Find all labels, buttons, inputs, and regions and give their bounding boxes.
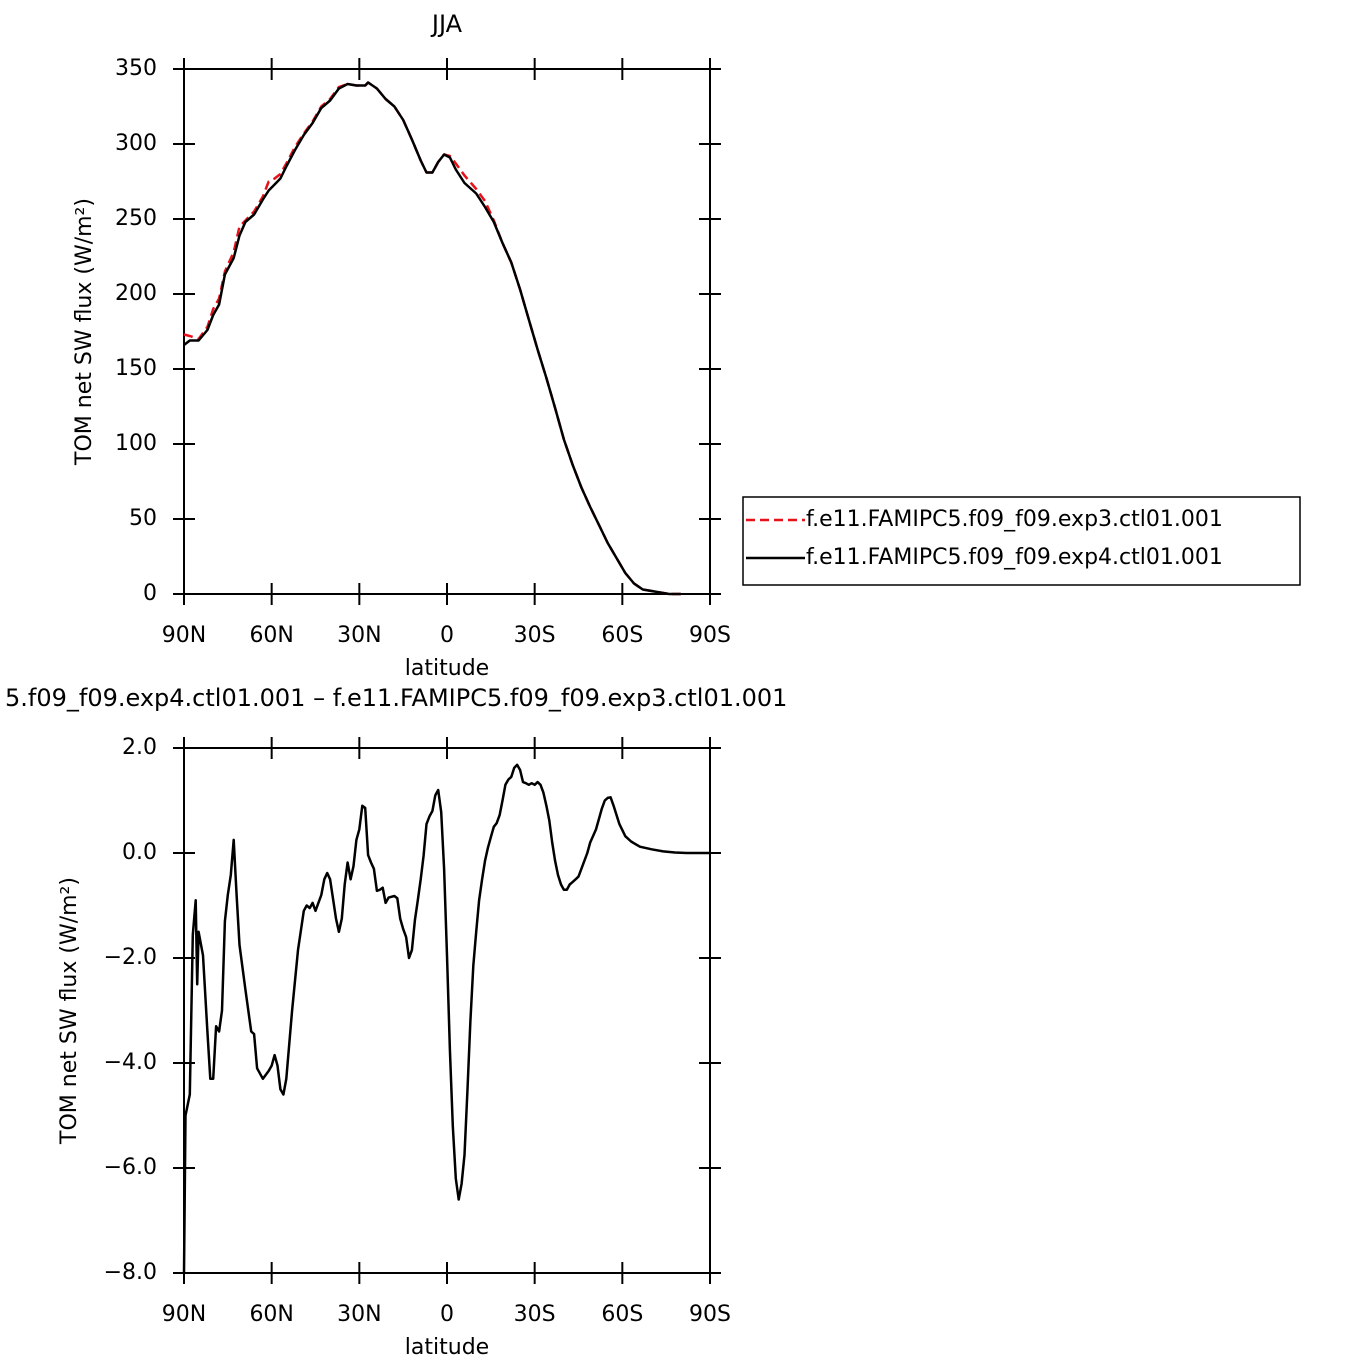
x-tick-label: 90S xyxy=(689,623,731,648)
x-axis-label: latitude xyxy=(405,1335,489,1360)
x-tick-label: 0 xyxy=(440,623,454,648)
x-tick-label: 30N xyxy=(337,1302,381,1327)
x-tick-label: 60S xyxy=(601,623,643,648)
y-tick-label: 50 xyxy=(129,506,157,531)
x-tick-label: 60S xyxy=(601,1302,643,1327)
y-tick-label: 0 xyxy=(143,581,157,606)
x-tick-label: 30N xyxy=(337,623,381,648)
y-tick-label: 250 xyxy=(115,206,157,231)
y-tick-label: 150 xyxy=(115,356,157,381)
y-tick-label: −6.0 xyxy=(104,1155,157,1180)
data-line xyxy=(182,763,710,1274)
y-tick-label: 350 xyxy=(115,56,157,81)
x-tick-label: 90N xyxy=(162,1302,206,1327)
legend-box xyxy=(742,496,1301,586)
legend-label: f.e11.FAMIPC5.f09_f09.exp4.ctl01.001 xyxy=(806,545,1223,570)
x-axis-label: latitude xyxy=(405,656,489,681)
y-tick-label: 2.0 xyxy=(122,735,157,760)
chart-title: JJA xyxy=(430,10,463,38)
x-tick-label: 60N xyxy=(249,623,293,648)
x-tick-label: 0 xyxy=(440,1302,454,1327)
data-line xyxy=(183,81,681,596)
plot-frame xyxy=(183,68,711,595)
x-tick-label: 90S xyxy=(689,1302,731,1327)
y-tick-label: 200 xyxy=(115,281,157,306)
x-tick-label: 30S xyxy=(514,623,556,648)
y-tick-label: 0.0 xyxy=(122,840,157,865)
y-tick-label: −2.0 xyxy=(104,945,157,970)
chart-title: 5.f09_f09.exp4.ctl01.001 – f.e11.FAMIPC5… xyxy=(5,684,787,712)
x-tick-label: 30S xyxy=(514,1302,556,1327)
y-axis-label: TOM net SW flux (W/m²) xyxy=(72,198,97,466)
y-tick-label: −4.0 xyxy=(104,1050,157,1075)
y-tick-label: 100 xyxy=(115,431,157,456)
plot-frame xyxy=(183,747,711,1274)
y-axis-label: TOM net SW flux (W/m²) xyxy=(57,877,82,1145)
legend-label: f.e11.FAMIPC5.f09_f09.exp3.ctl01.001 xyxy=(806,507,1223,532)
x-tick-label: 60N xyxy=(249,1302,293,1327)
y-tick-label: 300 xyxy=(115,131,157,156)
y-tick-label: −8.0 xyxy=(104,1260,157,1285)
x-tick-label: 90N xyxy=(162,623,206,648)
data-line xyxy=(183,81,681,596)
